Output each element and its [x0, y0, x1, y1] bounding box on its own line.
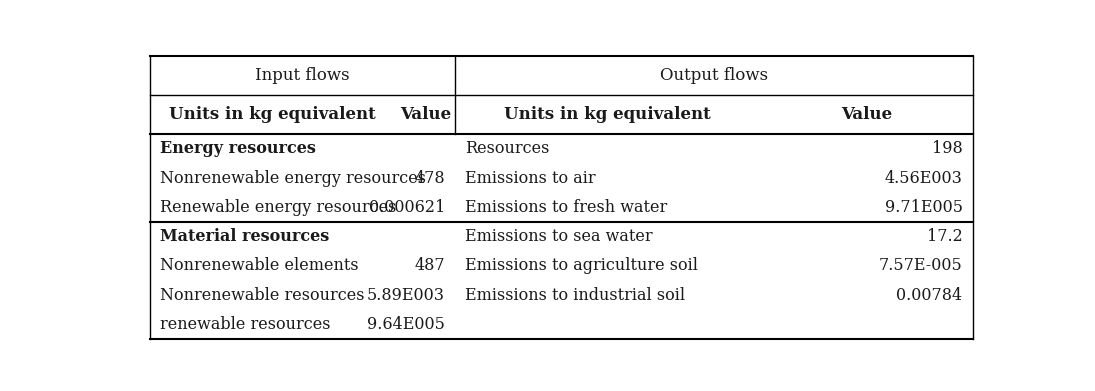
Text: Material resources: Material resources	[160, 228, 328, 245]
Text: 487: 487	[414, 257, 445, 274]
Text: Input flows: Input flows	[255, 67, 349, 84]
Text: 4.56E003: 4.56E003	[885, 170, 963, 187]
Text: 478: 478	[414, 170, 445, 187]
Text: Resources: Resources	[465, 140, 550, 157]
Text: Emissions to sea water: Emissions to sea water	[465, 228, 653, 245]
Text: Nonrenewable elements: Nonrenewable elements	[160, 257, 358, 274]
Text: Emissions to fresh water: Emissions to fresh water	[465, 199, 668, 216]
Text: 5.89E003: 5.89E003	[367, 287, 445, 303]
Text: Units in kg equivalent: Units in kg equivalent	[505, 106, 712, 123]
Text: Units in kg equivalent: Units in kg equivalent	[170, 106, 376, 123]
Text: Energy resources: Energy resources	[160, 140, 315, 157]
Text: Emissions to air: Emissions to air	[465, 170, 596, 187]
Text: Nonrenewable resources: Nonrenewable resources	[160, 287, 365, 303]
Text: Renewable energy resources: Renewable energy resources	[160, 199, 396, 216]
Text: Emissions to agriculture soil: Emissions to agriculture soil	[465, 257, 699, 274]
Text: 9.64E005: 9.64E005	[367, 316, 445, 333]
Text: Output flows: Output flows	[660, 67, 768, 84]
Text: 0.00784: 0.00784	[897, 287, 963, 303]
Text: renewable resources: renewable resources	[160, 316, 331, 333]
Text: 9.71E005: 9.71E005	[885, 199, 963, 216]
Text: Nonrenewable energy resources: Nonrenewable energy resources	[160, 170, 426, 187]
Text: 0.000621: 0.000621	[369, 199, 445, 216]
Text: Value: Value	[841, 106, 892, 123]
Text: Emissions to industrial soil: Emissions to industrial soil	[465, 287, 685, 303]
Text: 7.57E-005: 7.57E-005	[879, 257, 963, 274]
Text: 198: 198	[932, 140, 963, 157]
Text: 17.2: 17.2	[926, 228, 963, 245]
Text: Value: Value	[400, 106, 451, 123]
